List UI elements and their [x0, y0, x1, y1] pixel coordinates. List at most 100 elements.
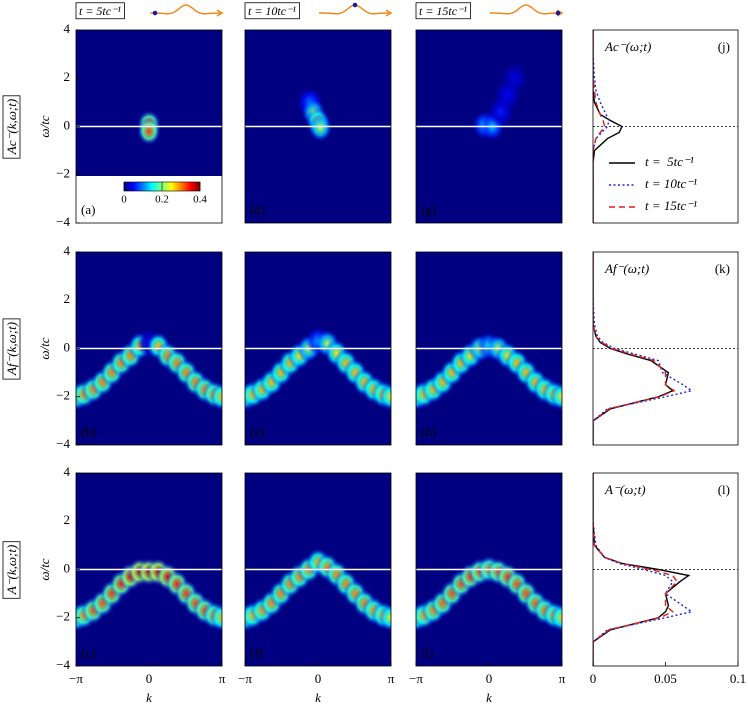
label-box [75, 2, 125, 20]
panel: (d) t = 10tc⁻¹ [244, 2, 393, 224]
x-axis-label: k [315, 690, 321, 705]
heatmap-cell [502, 64, 527, 93]
panel: (e) [244, 251, 392, 446]
pulse-dot [352, 2, 358, 8]
panel: Ac⁻(ω;t) (j) t = 5tc⁻¹ t = 10tc⁻¹ t = 15tc⁻¹ [592, 29, 739, 224]
y-tick-label: 2 [64, 69, 71, 84]
heatmap-cell [308, 113, 333, 142]
y-tick-label: 2 [64, 291, 71, 306]
row-label: Ac⁻(k,ω;t) [4, 99, 19, 155]
heatmap-points [245, 548, 391, 632]
y-tick-label: 2 [64, 512, 71, 527]
panel-label: (b) [81, 424, 96, 439]
panel-label: (c) [81, 645, 95, 660]
plot-frame [592, 29, 739, 224]
heatmap-cell [549, 603, 562, 632]
x-tick-label: 0 [590, 671, 597, 686]
x-tick-label: π [559, 671, 566, 686]
panel: 0 0.2 0.4 (a) 4 2 0 −2 −4 ω/tc Ac⁻(k,ω;t) t = 5tc⁻¹ [2, 2, 224, 229]
lines [593, 473, 694, 666]
y-tick-label: −2 [56, 166, 70, 181]
panel: (b) 4 2 0 −2 −4 ω/tc Af⁻(k,ω;t) [2, 243, 223, 451]
x-tick-label: π [388, 671, 395, 686]
y-tick-label: 0 [64, 117, 71, 132]
heatmap-cell [137, 117, 161, 146]
heatmap-points [76, 557, 222, 632]
label-box [2, 541, 21, 599]
panel-label: (e) [250, 424, 264, 439]
panel-label: (l) [718, 482, 730, 497]
panel-label: (j) [718, 39, 730, 54]
heatmap-cell [549, 382, 562, 411]
x-tick-label: 0 [315, 671, 322, 686]
row-label-group: A⁻(k,ω;t) [2, 541, 21, 599]
plot-frame [415, 251, 563, 446]
spectrum-line [593, 252, 694, 445]
colorbar-tick-label: 0 [121, 194, 127, 206]
x-tick-label: 0.1 [730, 671, 746, 686]
y-axis-label: ω/tc [37, 337, 52, 359]
label-box [2, 95, 21, 159]
x-axis-label: k [486, 690, 492, 705]
pulse-icon [490, 4, 562, 15]
spectrum-line [593, 473, 694, 666]
y-tick-label: 0 [64, 339, 71, 354]
y-axis-label: ω/tc [37, 115, 52, 137]
panel: (g) t = 15tc⁻¹ [415, 2, 564, 224]
column-title: t = 10tc⁻¹ [248, 4, 296, 18]
x-tick-label: −π [409, 671, 423, 686]
row-label: Af⁻(k,ω;t) [4, 322, 19, 376]
label-box [415, 2, 471, 20]
panel-label: (a) [81, 202, 95, 217]
panel: (c) 4 2 0 −2 −4−π 0 π k ω/tc A⁻(k,ω;t) [2, 464, 226, 705]
lines [593, 252, 694, 445]
plot-frame [592, 251, 739, 446]
plot-frame [415, 29, 563, 224]
x-tick-label: 0 [486, 671, 493, 686]
x-tick-label: −π [238, 671, 252, 686]
pulse-icon [150, 4, 222, 15]
panel: A⁻(ω;t) (l) 0 0.05 0.1 [590, 472, 746, 686]
column-title: t = 5tc⁻¹ [79, 4, 121, 18]
panel-label: (h) [421, 424, 436, 439]
colorbar-tick-label: 0.2 [155, 194, 169, 206]
spectrum-line [593, 30, 623, 223]
legend-label: t = 15tc⁻¹ [645, 198, 697, 213]
y-tick-label: −2 [56, 388, 70, 403]
heatmap-points [416, 332, 562, 411]
y-tick-label: 4 [64, 21, 71, 36]
pulse-dot [555, 10, 561, 16]
x-tick-label: π [219, 671, 226, 686]
panel: (h) [415, 251, 563, 446]
column-title-group: t = 15tc⁻¹ [415, 2, 564, 20]
y-tick-label: 4 [64, 243, 71, 258]
heatmap-points [137, 110, 161, 146]
label-box [2, 318, 21, 380]
heatmap-cell [209, 382, 222, 411]
column-title-group: t = 5tc⁻¹ [75, 2, 224, 20]
pulse-arrow [385, 9, 393, 17]
row-label: A⁻(k,ω;t) [4, 545, 19, 596]
plot-frame [244, 29, 392, 224]
panel-label: (i) [421, 645, 433, 660]
y-tick-label: −4 [56, 214, 70, 229]
heatmap-points [472, 64, 527, 141]
x-tick-label: 0 [146, 671, 153, 686]
x-tick-label: 0.05 [654, 671, 677, 686]
panel-label: (g) [421, 202, 436, 217]
plot-frame [244, 251, 392, 446]
heatmap-cell [378, 603, 391, 632]
colorbar-tick-label: 0.4 [193, 194, 207, 206]
heatmap-points [76, 329, 222, 411]
spectrum-line [593, 473, 679, 666]
pulse-arrow [216, 9, 224, 17]
pulse-dot [152, 10, 158, 16]
panel-label: (f) [250, 645, 263, 660]
heatmap-cell [209, 603, 222, 632]
spectrum-line [593, 30, 606, 223]
y-tick-label: 0 [64, 560, 71, 575]
panel: (f) −π 0 π k [238, 472, 395, 705]
lines [593, 30, 623, 223]
column-title: t = 15tc⁻¹ [419, 4, 467, 18]
